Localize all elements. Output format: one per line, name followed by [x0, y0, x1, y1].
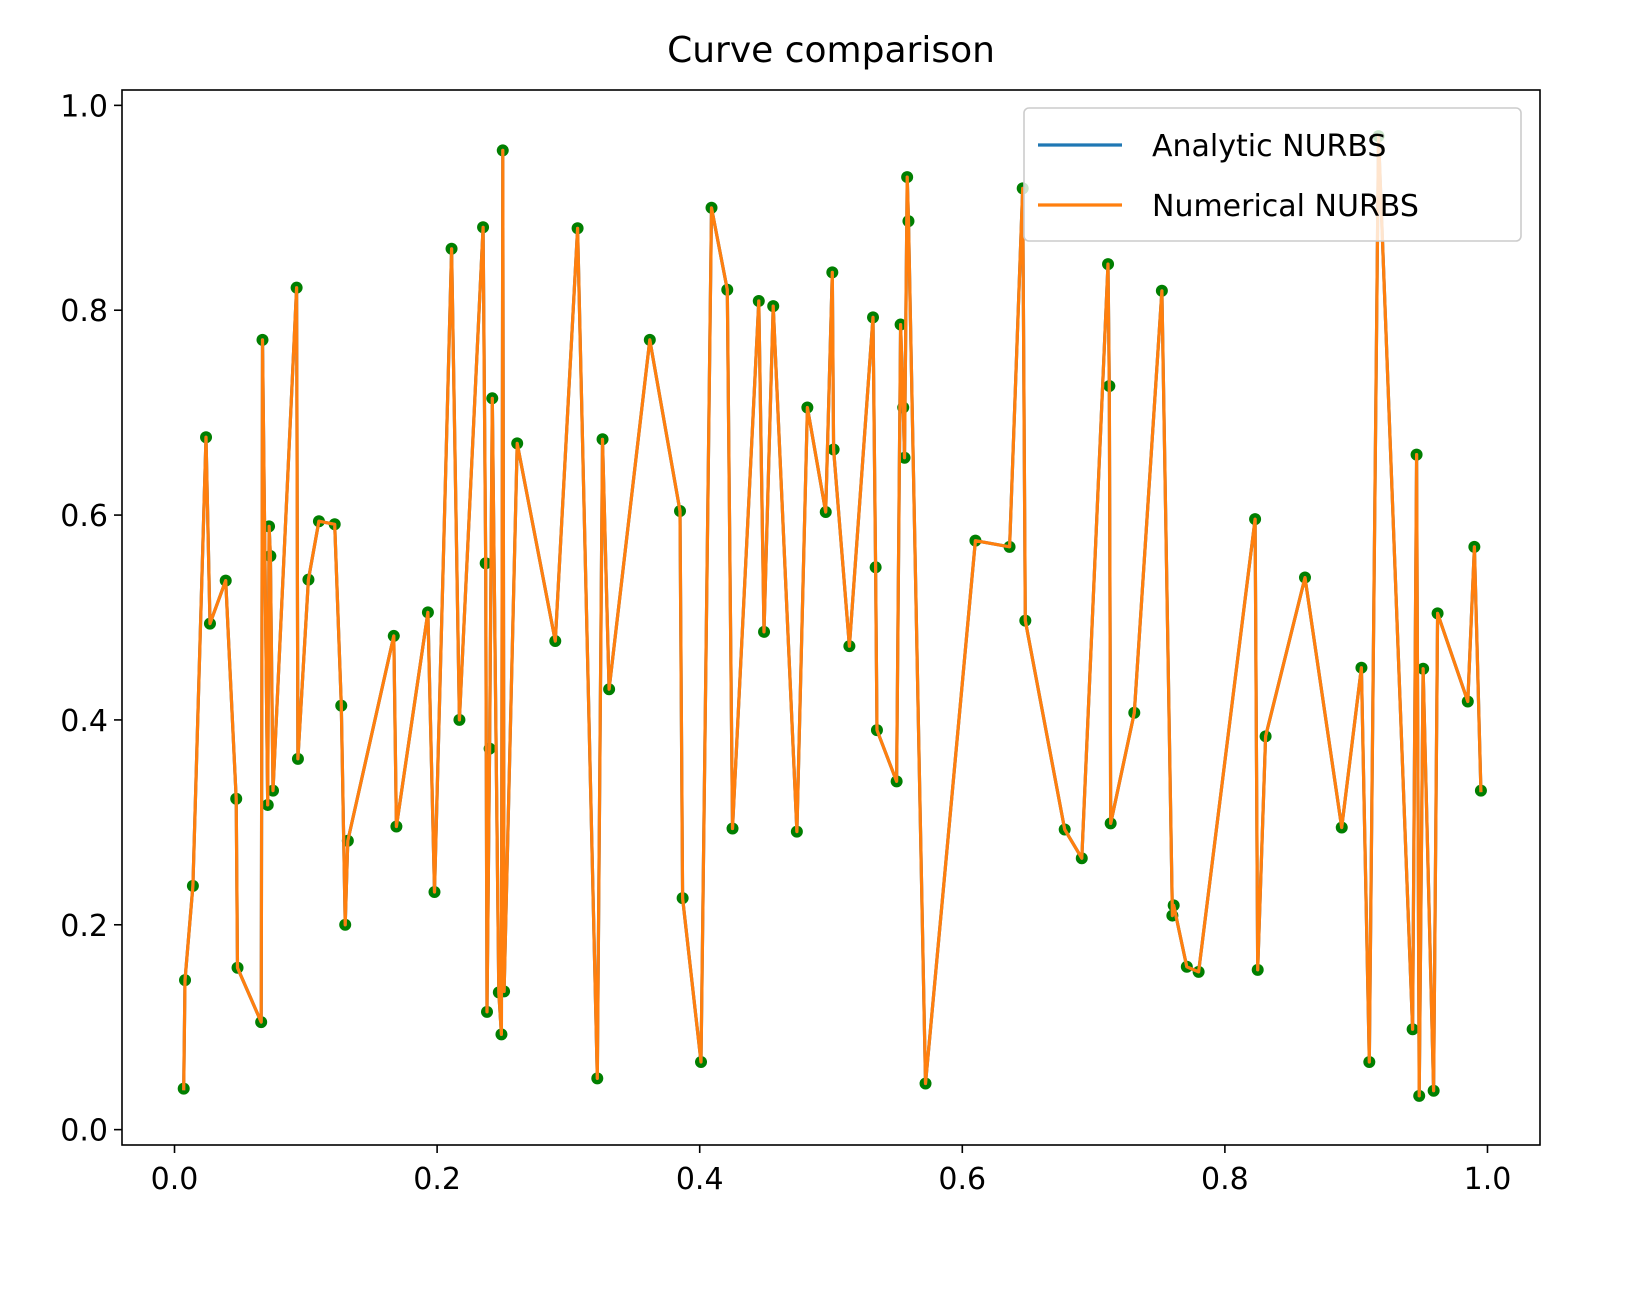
series-line-numerical	[182, 134, 1483, 1098]
legend-label: Numerical NURBS	[1152, 189, 1419, 224]
y-tick-label: 0.0	[60, 1114, 108, 1149]
plot-area	[177, 130, 1487, 1102]
legend-label: Analytic NURBS	[1152, 129, 1386, 164]
x-tick-label: 0.6	[938, 1162, 986, 1197]
x-tick-label: 0.2	[413, 1162, 461, 1197]
y-tick-label: 0.8	[60, 294, 108, 329]
y-tick-label: 0.2	[60, 909, 108, 944]
x-tick-label: 0.8	[1201, 1162, 1249, 1197]
y-tick-label: 0.6	[60, 499, 108, 534]
chart-title: Curve comparison	[667, 30, 995, 71]
x-tick-label: 0.0	[151, 1162, 199, 1197]
axes-frame	[121, 89, 1541, 1146]
y-tick-label: 0.4	[60, 704, 108, 739]
y-tick-label: 1.0	[60, 89, 108, 124]
legend-box	[1023, 107, 1522, 242]
x-tick-label: 0.4	[676, 1162, 724, 1197]
x-tick-label: 1.0	[1464, 1162, 1512, 1197]
legend: Analytic NURBS Numerical NURBS	[1023, 107, 1522, 242]
axes: 0.0 0.2 0.4 0.6 0.8 1.0 0.0 0.2 0.4 0.6 0.8 1.0	[60, 89, 1541, 1197]
